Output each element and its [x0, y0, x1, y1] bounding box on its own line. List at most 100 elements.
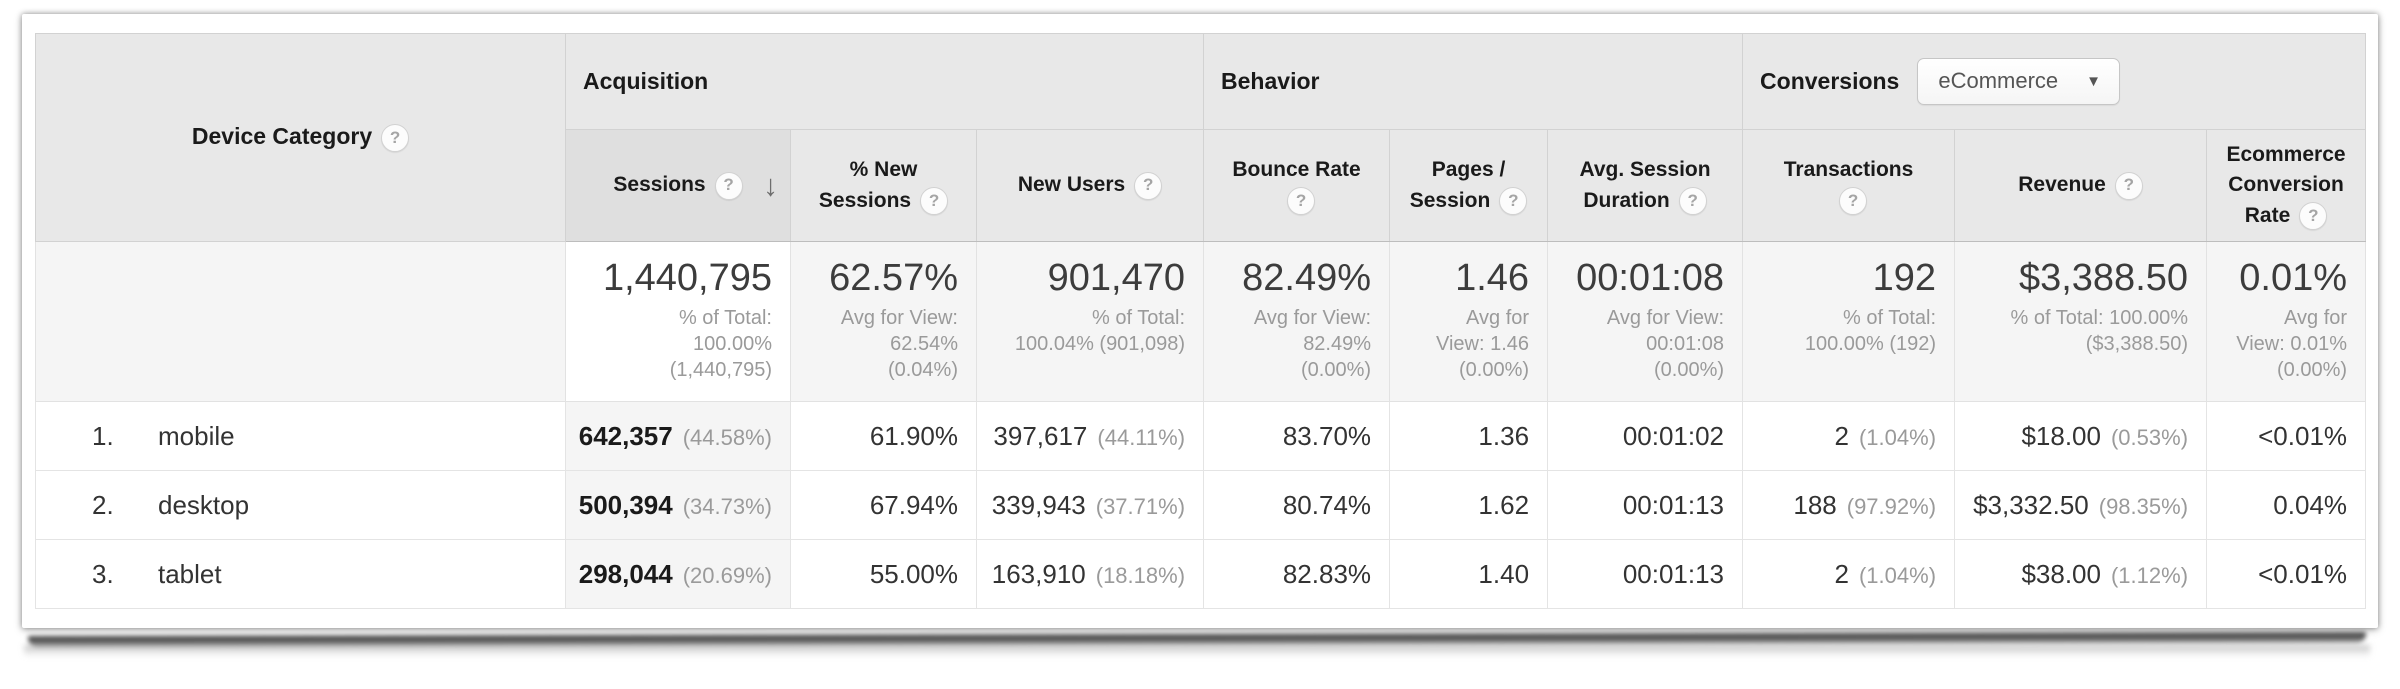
- sort-descending-icon[interactable]: ↓: [763, 168, 778, 202]
- cell-new-users: 163,910 (18.18%): [975, 539, 1205, 609]
- cell-device-category: 3. tablet: [35, 539, 566, 609]
- help-icon[interactable]: ?: [1678, 186, 1707, 215]
- column-header-new-users[interactable]: New Users?: [975, 129, 1205, 242]
- column-header-revenue[interactable]: Revenue?: [1954, 129, 2208, 242]
- row-index: 3.: [92, 558, 114, 589]
- group-header-behavior: Behavior: [1203, 33, 1744, 130]
- summary-avg-session-duration-value: 00:01:08: [1576, 257, 1725, 299]
- pct-new-sessions-header-label: % New Sessions: [818, 158, 918, 212]
- summary-revenue-value: $3,388.50: [2018, 257, 2189, 299]
- summary-cell-bounce-rate: 82.49% Avg for View: 82.49% (0.00%): [1203, 241, 1391, 402]
- cell-pct-new-sessions: 67.94%: [790, 470, 977, 540]
- dropdown-arrow-icon: ▼: [2086, 72, 2102, 90]
- column-header-row: Sessions? ↓ % New Sessions? New Users? B…: [36, 129, 2367, 242]
- column-header-sessions[interactable]: Sessions? ↓: [565, 129, 791, 242]
- cell-avg-session-duration: 00:01:02: [1547, 401, 1744, 471]
- device-category-label: Device Category: [191, 123, 373, 150]
- ecommerce-conversion-rate-header-label: Ecommerce Conversion Rate: [2226, 142, 2346, 227]
- acquisition-label: Acquisition: [583, 68, 709, 94]
- cell-bounce-rate: 83.70%: [1203, 401, 1391, 471]
- group-header-conversions: Conversions eCommerce ▼: [1742, 33, 2367, 130]
- table-row: 2. desktop 500,394 (34.73%) 67.94% 339,943…: [35, 470, 2367, 540]
- device-category-value: tablet: [158, 558, 222, 589]
- help-icon[interactable]: ?: [1499, 186, 1528, 215]
- cell-sessions: 642,357 (44.58%): [565, 401, 791, 471]
- summary-cell-dimension: [35, 241, 566, 402]
- transactions-header-label: Transactions: [1783, 158, 1914, 182]
- device-category-value: desktop: [158, 489, 250, 520]
- cell-transactions: 2 (1.04%): [1742, 401, 1956, 471]
- bounce-rate-header-label: Bounce Rate: [1232, 158, 1361, 182]
- help-icon[interactable]: ?: [920, 186, 949, 215]
- help-icon[interactable]: ?: [1839, 186, 1868, 215]
- report-table-card: Device Category? Acquisition Behavior Co…: [22, 14, 2378, 628]
- summary-cell-sessions: 1,440,795 % of Total: 100.00% (1,440,795): [565, 241, 791, 402]
- help-icon[interactable]: ?: [381, 123, 410, 152]
- cell-sessions: 298,044 (20.69%): [565, 539, 791, 609]
- help-icon[interactable]: ?: [714, 171, 743, 200]
- selector-value: eCommerce: [1938, 68, 2059, 93]
- cell-bounce-rate: 80.74%: [1203, 470, 1391, 540]
- help-icon[interactable]: ?: [2114, 171, 2143, 200]
- summary-cell-new-users: 901,470 % of Total: 100.04% (901,098): [975, 241, 1205, 402]
- summary-cell-revenue: $3,388.50 % of Total: 100.00% ($3,388.50): [1954, 241, 2208, 402]
- table-row: 1. mobile 642,357 (44.58%) 61.90% 397,617(…: [35, 401, 2367, 471]
- card-bottom-shadow-fade: [24, 645, 2370, 657]
- table-row: 3. tablet 298,044 (20.69%) 55.00% 163,910(…: [35, 539, 2367, 609]
- group-header-acquisition: Acquisition: [564, 33, 1205, 130]
- row-index: 1.: [92, 420, 114, 451]
- column-header-pct-new-sessions[interactable]: % New Sessions?: [790, 129, 977, 242]
- column-header-pages-session[interactable]: Pages / Session?: [1389, 129, 1549, 242]
- summary-new-users-value: 901,470: [1047, 257, 1186, 299]
- group-header-row: Device Category? Acquisition Behavior Co…: [35, 33, 2367, 242]
- summary-cell-pages-session: 1.46 Avg for View: 1.46 (0.00%): [1389, 241, 1549, 402]
- cell-transactions: 188 (97.92%): [1742, 470, 1956, 540]
- column-header-avg-session-duration[interactable]: Avg. Session Duration?: [1547, 129, 1744, 242]
- analytics-data-table: Device Category? Acquisition Behavior Co…: [35, 33, 2367, 609]
- cell-sessions: 500,394 (34.73%): [565, 470, 791, 540]
- cell-ecommerce-conversion-rate: <0.01%: [2206, 539, 2367, 609]
- cell-transactions: 2 (1.04%): [1742, 539, 1956, 609]
- cell-revenue: $38.00 (1.12%): [1954, 539, 2208, 609]
- summary-ecommerce-conversion-rate-value: 0.01%: [2239, 257, 2348, 299]
- row-index: 2.: [92, 489, 114, 520]
- summary-cell-transactions: 192 % of Total: 100.00% (192): [1742, 241, 1956, 402]
- conversions-goal-selector[interactable]: eCommerce ▼: [1917, 58, 2121, 105]
- summary-cell-pct-new-sessions: 62.57% Avg for View: 62.54% (0.04%): [790, 241, 977, 402]
- column-header-device-category[interactable]: Device Category?: [35, 33, 566, 242]
- cell-device-category: 1. mobile: [35, 401, 566, 471]
- summary-sessions-value: 1,440,795: [602, 257, 772, 299]
- cell-pct-new-sessions: 61.90%: [790, 401, 977, 471]
- summary-bounce-rate-value: 82.49%: [1242, 257, 1372, 299]
- column-header-ecommerce-conversion-rate[interactable]: Ecommerce Conversion Rate?: [2206, 129, 2367, 242]
- cell-revenue: $3,332.50 (98.35%): [1954, 470, 2208, 540]
- behavior-label: Behavior: [1221, 68, 1320, 94]
- cell-avg-session-duration: 00:01:13: [1547, 470, 1744, 540]
- cell-ecommerce-conversion-rate: 0.04%: [2206, 470, 2367, 540]
- cell-new-users: 397,617 (44.11%): [975, 401, 1205, 471]
- cell-device-category: 2. desktop: [35, 470, 566, 540]
- cell-avg-session-duration: 00:01:13: [1547, 539, 1744, 609]
- cell-pages-session: 1.62: [1389, 470, 1549, 540]
- conversions-label: Conversions: [1760, 68, 1900, 94]
- summary-transactions-value: 192: [1872, 257, 1937, 299]
- cell-ecommerce-conversion-rate: <0.01%: [2206, 401, 2367, 471]
- cell-pages-session: 1.36: [1389, 401, 1549, 471]
- cell-pct-new-sessions: 55.00%: [790, 539, 977, 609]
- cell-new-users: 339,943 (37.71%): [975, 470, 1205, 540]
- summary-cell-ecommerce-conversion-rate: 0.01% Avg for View: 0.01% (0.00%): [2206, 241, 2367, 402]
- help-icon[interactable]: ?: [1287, 186, 1316, 215]
- summary-cell-avg-session-duration: 00:01:08 Avg for View: 00:01:08 (0.00%): [1547, 241, 1744, 402]
- help-icon[interactable]: ?: [2299, 202, 2328, 231]
- device-category-value: mobile: [158, 420, 235, 451]
- cell-bounce-rate: 82.83%: [1203, 539, 1391, 609]
- column-header-bounce-rate[interactable]: Bounce Rate?: [1203, 129, 1391, 242]
- summary-row: 1,440,795 % of Total: 100.00% (1,440,795) …: [35, 241, 2367, 402]
- help-icon[interactable]: ?: [1134, 171, 1163, 200]
- avg-session-duration-header-label: Avg. Session Duration: [1579, 158, 1711, 212]
- revenue-header-label: Revenue: [2018, 173, 2106, 197]
- cell-revenue: $18.00 (0.53%): [1954, 401, 2208, 471]
- sessions-header-label: Sessions: [613, 173, 706, 197]
- column-header-transactions[interactable]: Transactions?: [1742, 129, 1956, 242]
